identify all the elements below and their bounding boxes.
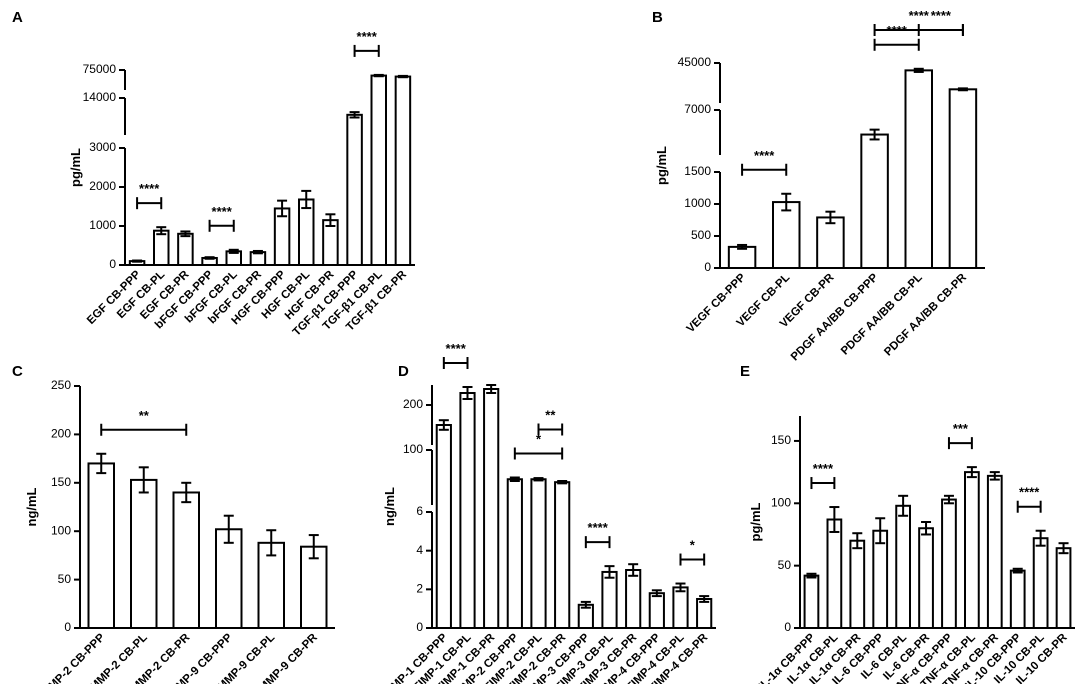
bar bbox=[300, 545, 328, 629]
bar bbox=[964, 471, 980, 629]
bar bbox=[986, 474, 1003, 629]
y-tick-label: 0 bbox=[416, 620, 423, 634]
sig-label: **** bbox=[754, 148, 775, 163]
sig-label: * bbox=[690, 538, 696, 553]
y-tick-label: 1500 bbox=[684, 164, 711, 178]
bar bbox=[803, 574, 820, 630]
y-tick-label: 1000 bbox=[89, 218, 116, 232]
sig-label: * bbox=[536, 432, 542, 447]
panel-label: E bbox=[740, 363, 750, 380]
y-tick-label: 250 bbox=[51, 378, 71, 392]
sig-label: **** bbox=[1019, 485, 1040, 500]
y-tick-label: 100 bbox=[771, 495, 791, 509]
y-tick-label: 500 bbox=[691, 228, 711, 242]
sig-label: **** bbox=[813, 461, 834, 476]
y-axis-label: pg/mL bbox=[654, 146, 669, 185]
panel-label: B bbox=[652, 9, 663, 26]
bar bbox=[895, 504, 911, 629]
bar bbox=[130, 478, 158, 629]
sig-label: **** bbox=[588, 520, 609, 535]
bar bbox=[459, 392, 476, 629]
bar bbox=[772, 201, 801, 269]
sig-label: **** bbox=[446, 341, 467, 356]
bar bbox=[554, 481, 571, 629]
y-tick-label: 45000 bbox=[678, 55, 712, 69]
sig-label: ** bbox=[545, 408, 556, 423]
bar bbox=[860, 133, 889, 269]
bar bbox=[298, 198, 315, 266]
y-tick-label: 1000 bbox=[684, 196, 711, 210]
bar bbox=[172, 491, 200, 630]
bar bbox=[918, 527, 934, 629]
y-tick-label: 50 bbox=[778, 558, 792, 572]
bar bbox=[601, 570, 618, 630]
bar bbox=[948, 88, 978, 269]
bar bbox=[904, 69, 933, 269]
bar bbox=[1032, 537, 1049, 630]
bar bbox=[648, 592, 665, 630]
sig-label: **** bbox=[357, 29, 378, 44]
y-tick-label: 0 bbox=[109, 257, 116, 271]
y-tick-label: 50 bbox=[58, 572, 72, 586]
y-axis-label: ng/mL bbox=[24, 487, 39, 526]
y-tick-label: 3000 bbox=[89, 140, 116, 154]
bar bbox=[394, 75, 412, 267]
bar bbox=[816, 216, 845, 270]
bar bbox=[483, 388, 500, 629]
sig-label: **** bbox=[931, 8, 952, 23]
y-tick-label: 7000 bbox=[684, 102, 711, 116]
y-tick-label: 150 bbox=[51, 475, 71, 489]
y-tick-label: 2000 bbox=[89, 179, 116, 193]
bar bbox=[849, 539, 866, 629]
sig-label: *** bbox=[953, 421, 969, 436]
bar bbox=[435, 424, 452, 629]
bar bbox=[672, 586, 689, 630]
y-tick-label: 4 bbox=[416, 543, 423, 557]
y-tick-label: 100 bbox=[51, 523, 71, 537]
y-axis-label: pg/mL bbox=[748, 502, 763, 541]
bar bbox=[1009, 569, 1026, 630]
y-tick-label: 200 bbox=[403, 397, 423, 411]
bar bbox=[727, 245, 757, 270]
panel-label: A bbox=[12, 9, 23, 26]
y-tick-label: 200 bbox=[51, 427, 71, 441]
panel-label: C bbox=[12, 363, 23, 380]
panel-label: D bbox=[398, 363, 409, 380]
bar bbox=[153, 229, 170, 266]
bar bbox=[215, 528, 243, 629]
sig-label: **** bbox=[909, 8, 930, 23]
y-tick-label: 0 bbox=[64, 620, 71, 634]
bar bbox=[87, 462, 115, 629]
y-tick-label: 150 bbox=[771, 433, 791, 447]
y-tick-label: 0 bbox=[784, 620, 791, 634]
bar bbox=[696, 598, 713, 629]
y-tick-label: 100 bbox=[403, 442, 423, 456]
y-tick-label: 6 bbox=[416, 504, 423, 518]
bar bbox=[1055, 547, 1072, 629]
bar bbox=[826, 518, 843, 629]
bar bbox=[941, 498, 957, 629]
x-tick-label: PDGF AA/BB CB-PL bbox=[839, 272, 925, 358]
bar bbox=[370, 74, 387, 266]
bar bbox=[177, 232, 194, 267]
x-tick-label: PDGF AA/BB CB-PR bbox=[882, 271, 969, 358]
x-tick-label: PDGF AA/BB CB-PPP bbox=[789, 271, 881, 363]
y-axis-label: ng/mL bbox=[382, 487, 397, 526]
bar bbox=[625, 569, 642, 629]
sig-label: **** bbox=[139, 181, 160, 196]
y-tick-label: 75000 bbox=[83, 62, 117, 76]
bar bbox=[530, 478, 547, 629]
bar bbox=[872, 529, 889, 630]
bar bbox=[257, 541, 285, 629]
y-tick-label: 2 bbox=[416, 582, 423, 596]
bar bbox=[506, 478, 523, 629]
bar bbox=[346, 113, 363, 267]
sig-label: **** bbox=[212, 204, 233, 219]
y-tick-label: 0 bbox=[704, 260, 711, 274]
sig-label: ** bbox=[139, 408, 150, 423]
y-tick-label: 14000 bbox=[83, 90, 117, 104]
y-axis-label: pg/mL bbox=[68, 148, 83, 187]
